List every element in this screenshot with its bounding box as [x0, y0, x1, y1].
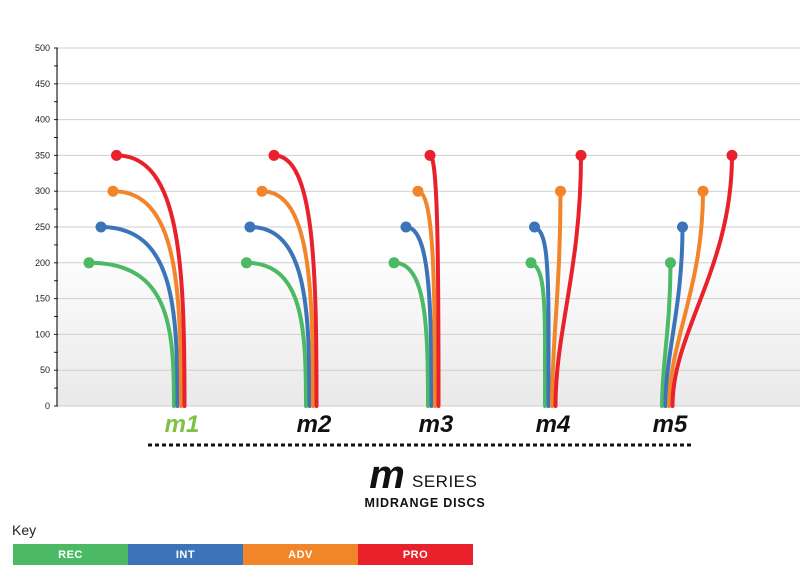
flight-path-adv [416, 189, 437, 408]
flight-path-int [663, 225, 685, 408]
flight-point-int [529, 221, 540, 233]
flight-path-adv [667, 189, 705, 408]
flight-point-rec [241, 257, 252, 269]
flight-path-pro [670, 153, 734, 408]
key-item-adv: ADV [243, 544, 358, 565]
y-tick-label: 150 [35, 294, 50, 304]
key-title: Key [12, 522, 37, 538]
y-tick-label: 400 [35, 115, 50, 125]
series-logo: m [369, 453, 405, 497]
y-tick-label: 200 [35, 258, 50, 268]
flight-point-pro [111, 149, 122, 161]
y-tick-label: 0 [45, 401, 50, 411]
flight-point-int [400, 221, 412, 233]
flight-group-m2 [241, 149, 319, 408]
y-tick-label: 250 [35, 222, 50, 232]
key-legend: REC INT ADV PRO [13, 544, 473, 565]
flight-point-pro [575, 149, 587, 161]
disc-label-m2: m2 [297, 411, 332, 438]
flight-point-int [677, 221, 688, 233]
y-axis: 0 50 100 150 200 250 300 350 400 450 500 [35, 43, 58, 411]
flight-point-pro [726, 149, 738, 161]
flight-point-pro [268, 149, 280, 161]
flight-point-rec [388, 257, 400, 269]
flight-point-int [244, 221, 256, 233]
flight-paths [83, 149, 738, 408]
flight-path-int [404, 225, 434, 408]
series-word: SERIES [412, 472, 477, 491]
flight-path-adv [550, 189, 563, 408]
flight-path-int [248, 225, 312, 408]
y-tick-label: 50 [40, 365, 50, 375]
flight-path-adv [260, 189, 315, 408]
flight-path-rec [392, 260, 430, 408]
flight-point-adv [412, 185, 424, 197]
disc-label-m1: m1 [165, 411, 200, 438]
key-item-int: INT [128, 544, 243, 565]
flight-path-rec [87, 260, 176, 408]
flight-point-adv [697, 185, 709, 197]
y-tick-label: 500 [35, 43, 50, 53]
disc-label-m3: m3 [419, 411, 454, 438]
y-tick-label: 300 [35, 186, 50, 196]
flight-point-rec [525, 257, 537, 269]
flight-path-pro [272, 153, 319, 408]
y-tick-label: 450 [35, 79, 50, 89]
key-item-rec: REC [13, 544, 128, 565]
flight-group-m1 [83, 149, 187, 408]
flight-path-adv [111, 189, 183, 408]
flight-path-rec [660, 260, 673, 408]
flight-point-adv [555, 185, 566, 197]
flight-point-pro [424, 149, 436, 161]
flight-path-pro [428, 153, 441, 408]
flight-group-m3 [388, 149, 441, 408]
y-tick-label: 100 [35, 329, 50, 339]
key-item-pro: PRO [358, 544, 473, 565]
disc-label-m5: m5 [653, 411, 688, 438]
flight-group-m5 [660, 149, 738, 408]
flight-point-rec [665, 257, 676, 269]
flight-path-pro [114, 153, 187, 408]
chart-subtitle: MIDRANGE DISCS [365, 496, 486, 510]
flight-point-int [95, 221, 107, 233]
y-tick-label: 350 [35, 150, 50, 160]
flight-path-pro [553, 153, 583, 408]
flight-point-rec [83, 257, 95, 269]
flight-group-m4 [525, 149, 587, 408]
flight-path-int [99, 225, 180, 408]
flight-point-adv [256, 185, 268, 197]
flight-point-adv [107, 185, 119, 197]
flight-path-rec [244, 260, 308, 408]
disc-label-m4: m4 [536, 411, 571, 438]
